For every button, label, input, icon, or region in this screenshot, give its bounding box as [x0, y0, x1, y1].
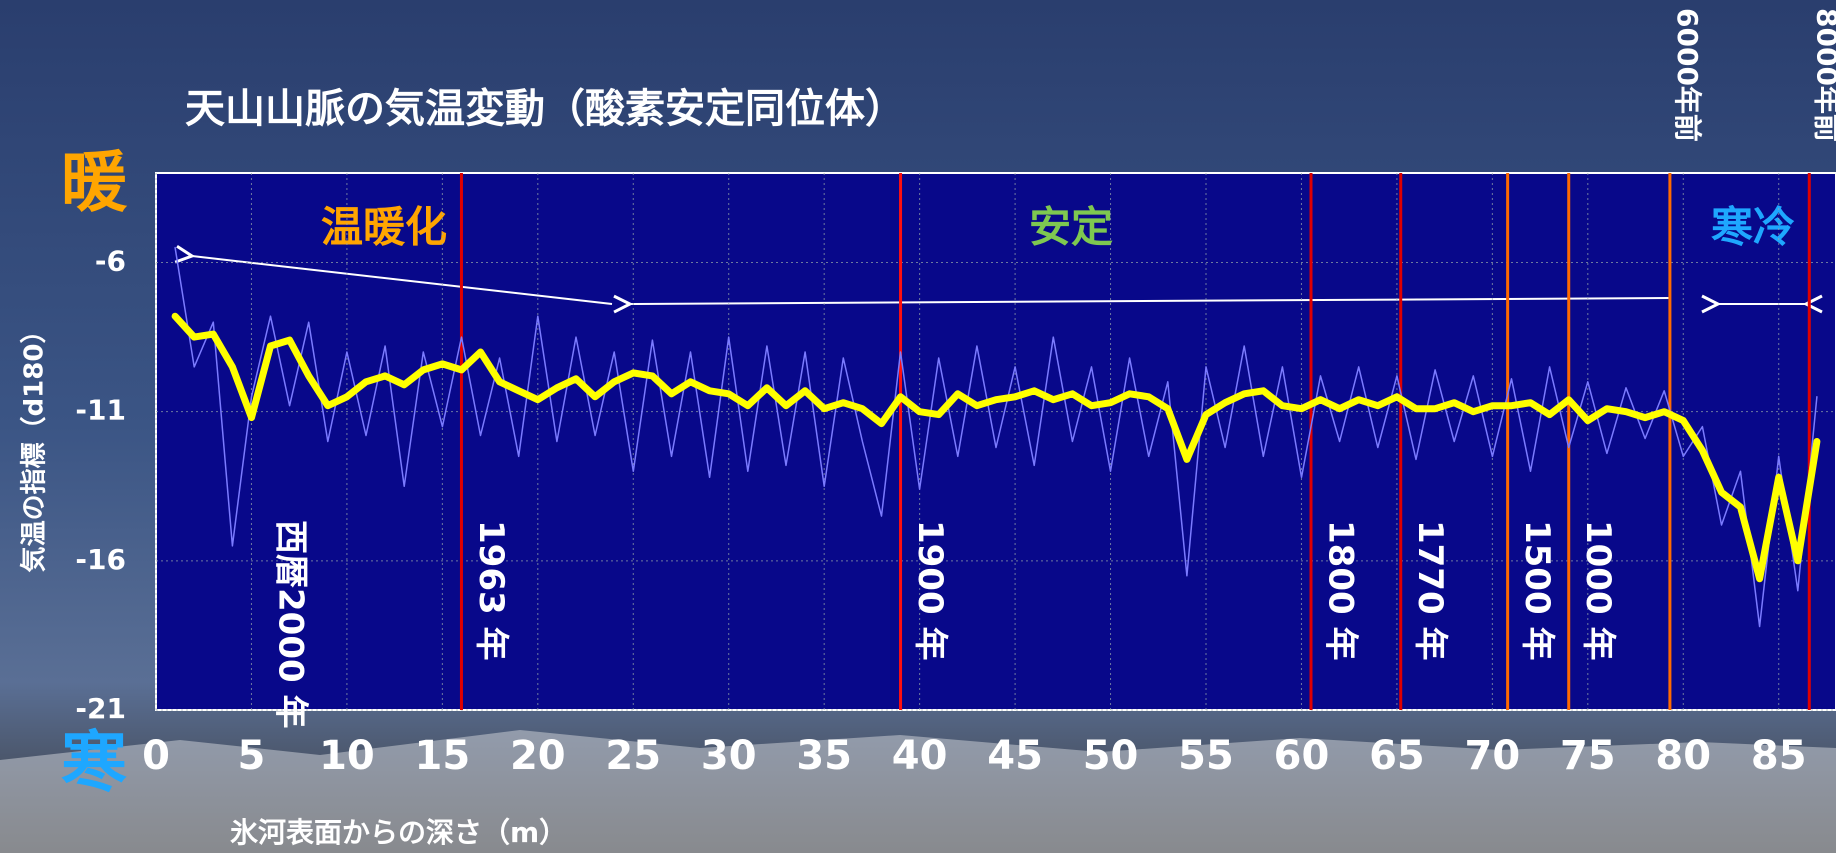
y-tick-label: -21: [75, 692, 126, 725]
marker-label: 6000年前: [1671, 8, 1704, 142]
x-tick-label: 50: [1083, 733, 1139, 779]
y-tick-label: -16: [75, 543, 126, 576]
chart-title: 天山山脈の気温変動（酸素安定同位体）: [185, 86, 905, 132]
x-tick-label: 65: [1369, 733, 1425, 779]
x-tick-label: 30: [701, 733, 757, 779]
marker-label: 1963 年: [471, 520, 511, 660]
marker-label: 西暦2000 年: [271, 520, 311, 728]
marker-label: 1770 年: [1410, 520, 1450, 660]
y-tick-label: -6: [95, 245, 126, 278]
x-axis-label: 氷河表面からの深さ（m）: [230, 816, 567, 849]
warm-label: 暖: [61, 144, 128, 221]
period-label: 安定: [1029, 203, 1113, 252]
x-tick-label: 20: [510, 733, 566, 779]
x-tick-label: 55: [1178, 733, 1234, 779]
x-tick-label: 75: [1560, 733, 1616, 779]
period-label: 寒冷: [1711, 203, 1795, 252]
x-tick-label: 85: [1751, 733, 1807, 779]
x-tick-label: 60: [1274, 733, 1330, 779]
x-tick-label: 35: [796, 733, 852, 779]
x-tick-label: 5: [238, 733, 266, 779]
x-tick-label: 10: [319, 733, 375, 779]
marker-label: 8000年前: [1810, 8, 1836, 142]
y-axis-label: 気温の指標（d180）: [19, 318, 50, 573]
series-line: [171, 312, 1821, 583]
marker-label: 1000 年: [1578, 520, 1618, 660]
period-label: 温暖化: [321, 203, 447, 252]
arrow: [192, 256, 613, 305]
x-tick-label: 40: [892, 733, 948, 779]
x-tick-label: 0: [142, 733, 170, 779]
y-tick-label: -11: [75, 394, 126, 427]
arrows: [192, 256, 1806, 304]
x-tick-label: 70: [1465, 733, 1521, 779]
marker-label: 1900 年: [910, 520, 950, 660]
x-tick-label: 45: [987, 733, 1043, 779]
arrow: [630, 298, 1671, 304]
x-tick-label: 15: [415, 733, 471, 779]
series-line: [174, 246, 1818, 628]
x-tick-label: 25: [605, 733, 661, 779]
marker-label: 1500 年: [1517, 520, 1557, 660]
marker-label: 1800 年: [1321, 520, 1361, 660]
x-tick-label: 80: [1655, 733, 1711, 779]
cold-label: 寒: [61, 724, 127, 801]
mountains: [0, 730, 1836, 853]
